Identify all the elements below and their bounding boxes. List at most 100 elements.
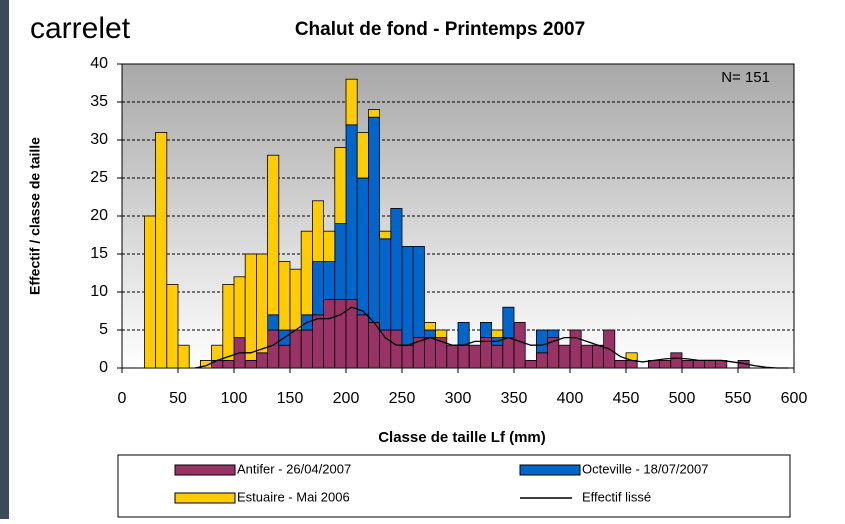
bar (402, 246, 413, 345)
bar (469, 345, 480, 368)
bar (346, 79, 357, 125)
bar (380, 239, 391, 330)
x-tick-label: 600 (781, 390, 808, 407)
x-tick-label: 400 (557, 390, 584, 407)
bar (581, 345, 592, 368)
x-tick-label: 550 (725, 390, 752, 407)
annotation: N= 151 (721, 69, 770, 86)
bar (312, 262, 323, 315)
bar (693, 360, 704, 368)
bar (380, 231, 391, 239)
bar (704, 360, 715, 368)
bar (324, 262, 335, 300)
bar (458, 322, 469, 345)
bar (525, 360, 536, 368)
bar (234, 277, 245, 338)
bar (402, 345, 413, 368)
x-tick-label: 50 (169, 390, 187, 407)
x-axis-label: Classe de taille Lf (mm) (378, 429, 546, 446)
bar (368, 110, 379, 118)
bar (380, 330, 391, 368)
y-tick-label: 15 (90, 245, 108, 262)
bar (357, 315, 368, 368)
legend-label: Effectif lissé (582, 489, 651, 504)
x-tick-label: 300 (445, 390, 472, 407)
bar (245, 360, 256, 368)
bar (368, 322, 379, 368)
corner-label: carrelet (30, 12, 131, 45)
bar (436, 330, 447, 338)
x-tick-label: 0 (118, 390, 127, 407)
y-tick-label: 0 (99, 359, 108, 376)
bar (391, 208, 402, 330)
bar (592, 345, 603, 368)
bar (156, 132, 167, 368)
y-tick-label: 40 (90, 55, 108, 72)
bar (536, 330, 547, 353)
bar (447, 345, 458, 368)
bar (290, 330, 301, 368)
y-tick-label: 5 (99, 321, 108, 338)
bar (268, 155, 279, 315)
bar (290, 269, 301, 330)
legend-label: Octeville - 18/07/2007 (582, 461, 708, 476)
bar (245, 254, 256, 360)
bar (335, 300, 346, 368)
bar (144, 216, 155, 368)
legend-swatch (175, 465, 235, 475)
bar (212, 360, 223, 368)
legend-label: Antifer - 26/04/2007 (237, 461, 351, 476)
bar (424, 322, 435, 330)
x-tick-label: 450 (613, 390, 640, 407)
x-tick-label: 150 (277, 390, 304, 407)
bar (682, 360, 693, 368)
bar (548, 330, 559, 338)
x-tick-label: 250 (389, 390, 416, 407)
y-axis-label: Effectif / classe de taille (27, 137, 43, 295)
bar (424, 330, 435, 338)
chart-title: Chalut de fond - Printemps 2007 (295, 19, 585, 40)
bar (312, 201, 323, 262)
bar (492, 345, 503, 368)
bar (615, 360, 626, 368)
legend-swatch (520, 465, 580, 475)
bar (324, 300, 335, 368)
bar (346, 125, 357, 300)
bar (335, 148, 346, 224)
bar (279, 262, 290, 330)
bar (424, 338, 435, 368)
bar (660, 360, 671, 368)
bar (312, 315, 323, 368)
bar (268, 315, 279, 330)
bar (536, 353, 547, 368)
bar (559, 345, 570, 368)
bar (671, 353, 682, 368)
bar (324, 231, 335, 261)
bar (223, 284, 234, 360)
bar (256, 353, 267, 368)
bar (503, 307, 514, 337)
bar (256, 254, 267, 353)
bar (570, 330, 581, 368)
y-tick-label: 30 (90, 131, 108, 148)
bar (480, 322, 491, 337)
x-tick-label: 500 (669, 390, 696, 407)
side-strip (0, 0, 9, 519)
bar (223, 360, 234, 368)
y-tick-label: 25 (90, 169, 108, 186)
bar (212, 345, 223, 360)
x-tick-label: 100 (221, 390, 248, 407)
bar (279, 345, 290, 368)
bar (413, 246, 424, 337)
bar (268, 330, 279, 368)
bar (301, 231, 312, 315)
bar (391, 330, 402, 368)
bar (301, 330, 312, 368)
bar (357, 178, 368, 315)
x-tick-label: 350 (501, 390, 528, 407)
bar (357, 132, 368, 178)
bar (492, 330, 503, 338)
legend-swatch (175, 493, 235, 503)
y-tick-label: 20 (90, 207, 108, 224)
bar (480, 338, 491, 368)
